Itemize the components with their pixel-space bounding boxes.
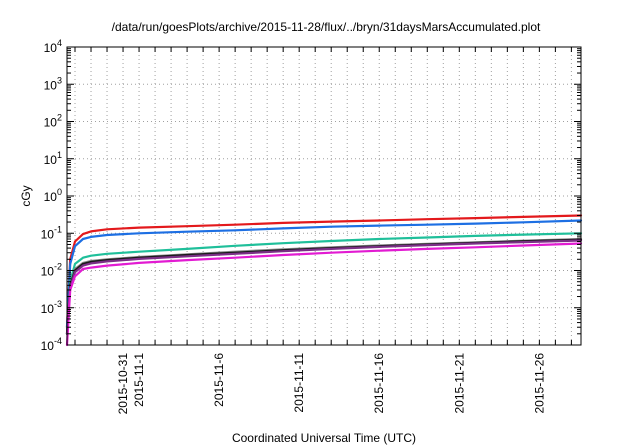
- x-axis-label: Coordinated Universal Time (UTC): [232, 431, 416, 445]
- y-tick-label-exponent: 4: [57, 38, 62, 48]
- series-line-red: [65, 214, 583, 329]
- series-line-blue: [65, 219, 583, 329]
- series-group: [65, 214, 583, 347]
- x-tick-label: 2015-11-1: [132, 353, 146, 407]
- x-tick-label: 2015-11-11: [292, 353, 306, 413]
- y-tick-label-exponent: 1: [57, 150, 62, 160]
- y-tick-label-exponent: -1: [54, 224, 62, 234]
- y-tick-label: 100: [44, 187, 62, 204]
- y-tick-label-base: 10: [44, 190, 58, 204]
- y-tick-label-base: 10: [44, 41, 58, 55]
- y-tick-label-exponent: 2: [57, 113, 62, 123]
- x-tick-label: 2015-11-21: [452, 353, 466, 414]
- y-tick-label-base: 10: [44, 116, 58, 130]
- y-tick-label: 10-1: [41, 224, 62, 241]
- y-tick-label-base: 10: [41, 302, 55, 316]
- y-tick-label: 101: [44, 150, 62, 167]
- x-tick-label: 2015-10-31: [116, 353, 130, 415]
- y-tick-label-base: 10: [41, 339, 55, 353]
- series-line-magenta: [65, 242, 583, 347]
- y-tick-label-exponent: 0: [57, 187, 62, 197]
- x-tick-label: 2015-11-6: [212, 353, 226, 407]
- y-axis-label: cGy: [19, 185, 33, 206]
- chart-title: /data/run/goesPlots/archive/2015-11-28/f…: [112, 20, 541, 34]
- y-tick-label-exponent: -2: [54, 262, 62, 272]
- y-tick-label: 10-2: [41, 262, 62, 279]
- series-line-teal: [65, 232, 583, 335]
- x-tick-label: 2015-11-16: [372, 353, 386, 414]
- y-tick-label-exponent: -4: [54, 336, 62, 346]
- y-tick-label-base: 10: [41, 265, 55, 279]
- y-tick-label-base: 10: [44, 153, 58, 167]
- y-tick-label: 103: [44, 75, 62, 92]
- y-tick-label: 102: [44, 113, 62, 130]
- y-tick-label-exponent: -3: [54, 299, 62, 309]
- y-tick-label: 10-4: [41, 336, 62, 353]
- y-tick-label-base: 10: [44, 78, 58, 92]
- x-axis: 2015-10-31 2015-11-1 2015-11-6 2015-11-11 20…: [74, 47, 572, 415]
- y-tick-label: 104: [44, 38, 62, 55]
- x-tick-label: 2015-11-26: [532, 353, 546, 414]
- y-tick-label-exponent: 3: [57, 75, 62, 85]
- y-tick-label-base: 10: [41, 227, 55, 241]
- y-tick-label: 10-3: [41, 299, 62, 316]
- series-line-purple: [65, 239, 583, 335]
- grid: [67, 46, 581, 346]
